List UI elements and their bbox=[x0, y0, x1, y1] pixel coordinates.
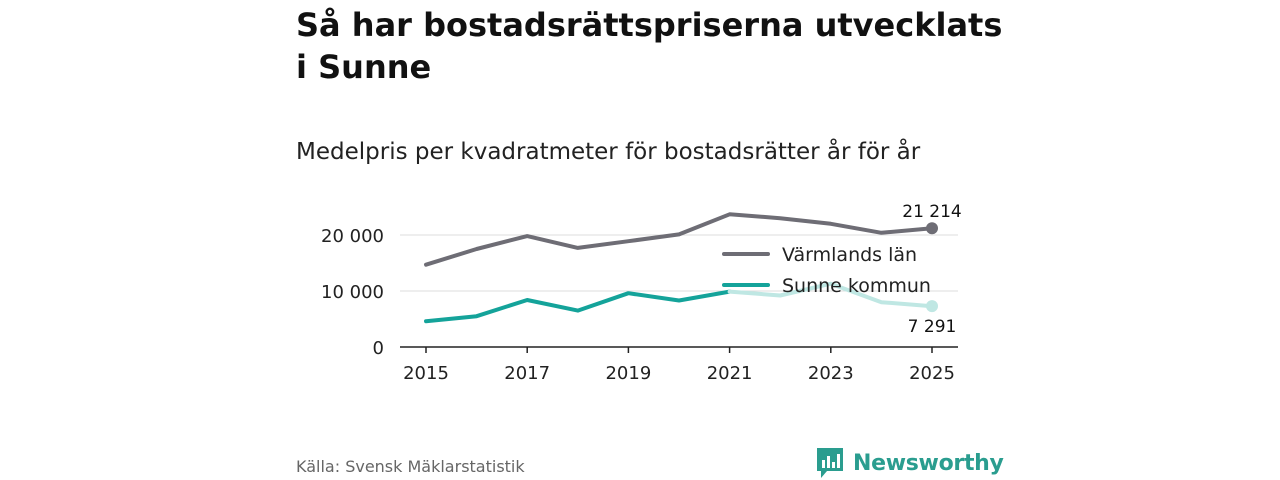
newsworthy-logo: Newsworthy bbox=[815, 446, 1004, 480]
end-point-sunne-kommun bbox=[926, 300, 938, 313]
brand-name: Newsworthy bbox=[853, 450, 1004, 476]
source-note: Källa: Svensk Mäklarstatistik bbox=[296, 457, 525, 476]
series-line-varmlands-lan bbox=[424, 212, 934, 267]
x-tick-label: 2015 bbox=[403, 363, 449, 384]
end-label-sunne-kommun: 7 291 bbox=[908, 317, 957, 337]
end-label-varmlands-lan: 21 214 bbox=[902, 202, 961, 222]
x-tick-label: 2023 bbox=[808, 363, 854, 384]
y-tick-label: 20 000 bbox=[321, 226, 384, 247]
end-point-varmlands-lan bbox=[926, 222, 938, 235]
x-tick-label: 2017 bbox=[504, 363, 550, 384]
y-tick-label: 0 bbox=[373, 338, 384, 359]
x-tick-label: 2019 bbox=[605, 363, 651, 384]
x-tick-label: 2021 bbox=[707, 363, 753, 384]
line-chart: 0 10 000 20 000 2015 2017 2019 2021 2023 2025 21 … bbox=[321, 202, 962, 384]
series-line-sunne-kommun-faded bbox=[727, 281, 934, 309]
series-line-sunne-kommun bbox=[424, 289, 732, 324]
legend-item-sunne-kommun-label: Sunne kommun bbox=[782, 275, 931, 297]
chart-title: Så har bostadsrättspriserna utvecklats i… bbox=[296, 6, 1003, 86]
newsworthy-logo-icon bbox=[817, 448, 843, 478]
legend-item-varmlands-lan-label: Värmlands län bbox=[782, 244, 917, 266]
y-tick-label: 10 000 bbox=[321, 282, 384, 303]
x-tick-label: 2025 bbox=[909, 363, 955, 384]
chart-subtitle: Medelpris per kvadratmeter för bostadsrä… bbox=[296, 139, 921, 165]
